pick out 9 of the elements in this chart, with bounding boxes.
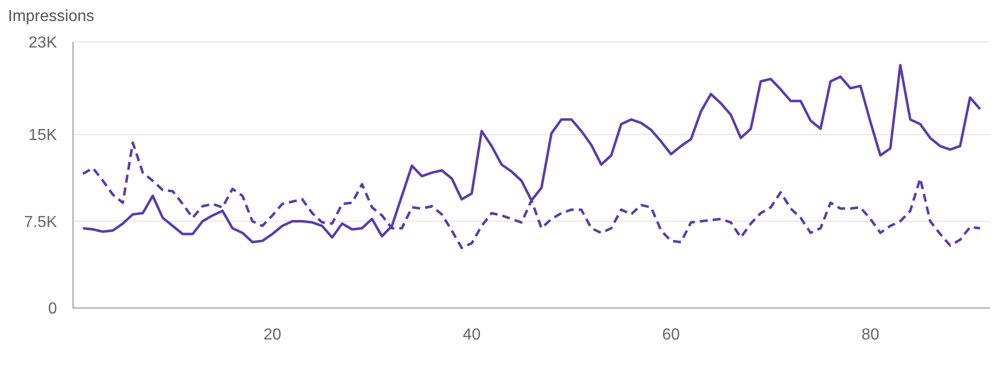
y-axis-title: Impressions <box>8 8 94 26</box>
y-tick-label: 23K <box>28 34 58 52</box>
y-tick-label: 7.5K <box>24 214 58 231</box>
x-tick-label: 80 <box>861 326 880 344</box>
x-tick-label: 60 <box>662 326 680 344</box>
x-tick-label: 40 <box>462 326 481 344</box>
y-tick-label: 15K <box>28 127 58 144</box>
x-tick-label: 20 <box>263 326 282 344</box>
y-tick-label: 0 <box>48 300 58 318</box>
